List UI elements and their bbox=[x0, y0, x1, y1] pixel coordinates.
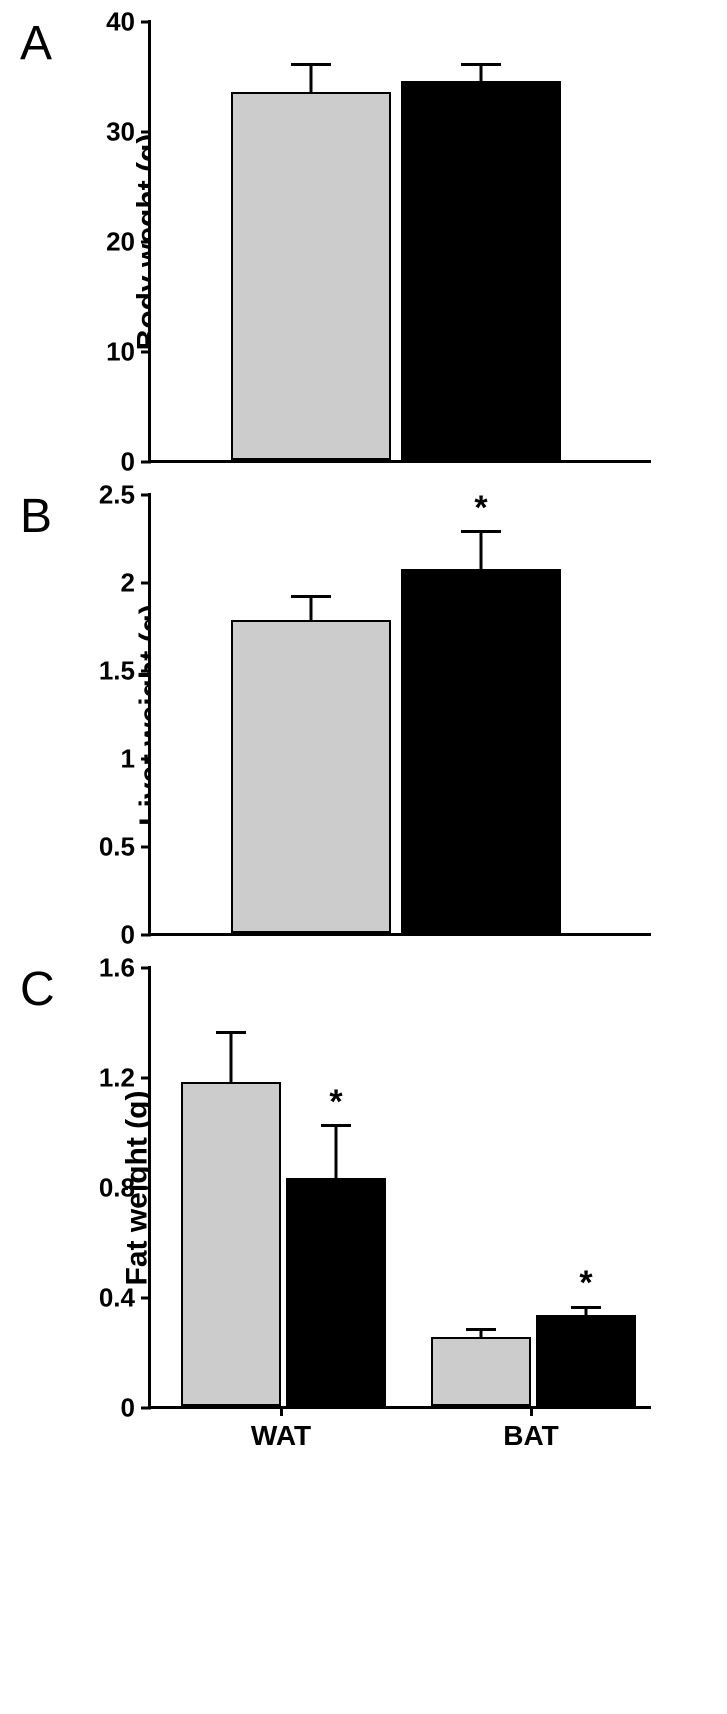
ytick-mark bbox=[141, 20, 151, 23]
ytick: 20 bbox=[85, 226, 151, 257]
ytick-mark bbox=[141, 240, 151, 243]
error-bar bbox=[310, 64, 313, 92]
ytick-mark bbox=[141, 1406, 151, 1409]
panel-letter-C: C bbox=[20, 966, 70, 1014]
ytick: 0.8 bbox=[85, 1172, 151, 1203]
ytick-mark bbox=[141, 493, 151, 496]
ytick-mark bbox=[141, 581, 151, 584]
ytick: 0 bbox=[85, 1392, 151, 1423]
chart-A: Body weght (g) 010203040 bbox=[78, 20, 651, 463]
ytick-label: 10 bbox=[85, 336, 135, 367]
error-cap bbox=[461, 63, 501, 66]
ytick-label: 0 bbox=[85, 1392, 135, 1423]
ytick: 1 bbox=[85, 743, 151, 774]
error-bar bbox=[480, 64, 483, 81]
ytick-label: 0 bbox=[85, 446, 135, 477]
bar bbox=[231, 620, 391, 933]
plot-area-A: 010203040 bbox=[148, 20, 651, 463]
panel-B: B Liver weight (g) 00.511.522.5* bbox=[20, 493, 707, 936]
ytick-mark bbox=[141, 130, 151, 133]
panel-letter-B: B bbox=[20, 493, 70, 541]
ytick: 10 bbox=[85, 336, 151, 367]
ytick: 1.2 bbox=[85, 1062, 151, 1093]
ytick-mark bbox=[141, 757, 151, 760]
chart-B: Liver weight (g) 00.511.522.5* bbox=[78, 493, 651, 936]
significance-marker: * bbox=[579, 1264, 592, 1303]
ytick-label: 1.6 bbox=[85, 952, 135, 983]
ytick: 0.4 bbox=[85, 1282, 151, 1313]
error-cap bbox=[571, 1306, 601, 1309]
ytick: 0 bbox=[85, 919, 151, 950]
ytick-label: 0.5 bbox=[85, 831, 135, 862]
ytick-mark bbox=[141, 1296, 151, 1299]
ytick: 2.5 bbox=[85, 479, 151, 510]
x-group-label: WAT bbox=[251, 1420, 311, 1452]
error-bar bbox=[310, 597, 313, 620]
ytick-mark bbox=[141, 966, 151, 969]
ytick-label: 0 bbox=[85, 919, 135, 950]
ytick: 1.5 bbox=[85, 655, 151, 686]
ytick: 0.5 bbox=[85, 831, 151, 862]
ytick-label: 2 bbox=[85, 567, 135, 598]
ytick-label: 1.2 bbox=[85, 1062, 135, 1093]
bar bbox=[431, 1337, 531, 1406]
bar bbox=[286, 1178, 386, 1406]
significance-marker: * bbox=[329, 1083, 342, 1122]
chart-C: Fat weight (g) 00.40.81.21.6*WAT*BAT bbox=[78, 966, 651, 1409]
error-cap bbox=[466, 1328, 496, 1331]
panel-letter-A: A bbox=[20, 20, 70, 68]
figure: A Body weght (g) 010203040 B Liver weigh… bbox=[20, 20, 707, 1409]
ytick-mark bbox=[141, 1186, 151, 1189]
error-bar bbox=[480, 532, 483, 569]
error-cap bbox=[216, 1031, 246, 1034]
error-cap bbox=[291, 63, 331, 66]
bar bbox=[401, 81, 561, 461]
ytick: 1.6 bbox=[85, 952, 151, 983]
ytick: 0 bbox=[85, 446, 151, 477]
error-bar bbox=[230, 1032, 233, 1082]
bar bbox=[231, 92, 391, 461]
ytick: 2 bbox=[85, 567, 151, 598]
ytick-mark bbox=[141, 845, 151, 848]
ytick-mark bbox=[141, 460, 151, 463]
ytick-label: 30 bbox=[85, 116, 135, 147]
xtick-mark bbox=[280, 1406, 283, 1416]
ytick-label: 0.4 bbox=[85, 1282, 135, 1313]
xtick-mark bbox=[530, 1406, 533, 1416]
ytick-label: 1 bbox=[85, 743, 135, 774]
bar bbox=[536, 1315, 636, 1406]
error-cap bbox=[291, 595, 331, 598]
ytick-mark bbox=[141, 669, 151, 672]
ytick-label: 2.5 bbox=[85, 479, 135, 510]
ytick: 40 bbox=[85, 6, 151, 37]
ytick: 30 bbox=[85, 116, 151, 147]
panel-C: C Fat weight (g) 00.40.81.21.6*WAT*BAT bbox=[20, 966, 707, 1409]
significance-marker: * bbox=[474, 489, 487, 528]
bar bbox=[401, 569, 561, 933]
x-group-label: BAT bbox=[503, 1420, 558, 1452]
error-bar bbox=[335, 1126, 338, 1178]
ytick-mark bbox=[141, 933, 151, 936]
plot-area-B: 00.511.522.5* bbox=[148, 493, 651, 936]
bar bbox=[181, 1082, 281, 1407]
panel-A: A Body weght (g) 010203040 bbox=[20, 20, 707, 463]
ytick-mark bbox=[141, 350, 151, 353]
error-cap bbox=[321, 1124, 351, 1127]
plot-area-C: 00.40.81.21.6*WAT*BAT bbox=[148, 966, 651, 1409]
ytick-label: 40 bbox=[85, 6, 135, 37]
ytick-label: 1.5 bbox=[85, 655, 135, 686]
ytick-mark bbox=[141, 1076, 151, 1079]
ytick-label: 0.8 bbox=[85, 1172, 135, 1203]
ytick-label: 20 bbox=[85, 226, 135, 257]
error-cap bbox=[461, 530, 501, 533]
